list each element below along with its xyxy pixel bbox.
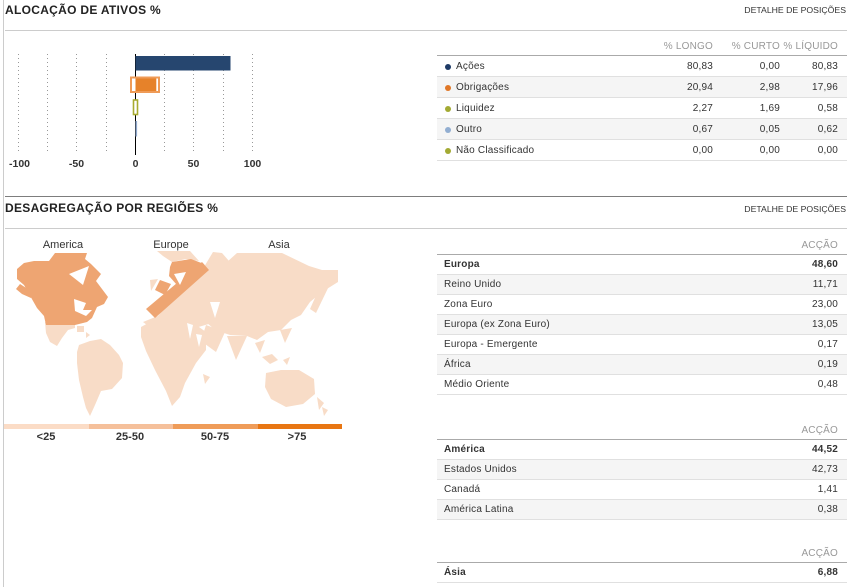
svg-text:-100: -100 <box>9 158 30 170</box>
svg-text:0: 0 <box>133 158 139 170</box>
svg-text:-50: -50 <box>69 158 84 170</box>
svg-text:100: 100 <box>244 158 262 170</box>
svg-text:50: 50 <box>188 158 200 170</box>
